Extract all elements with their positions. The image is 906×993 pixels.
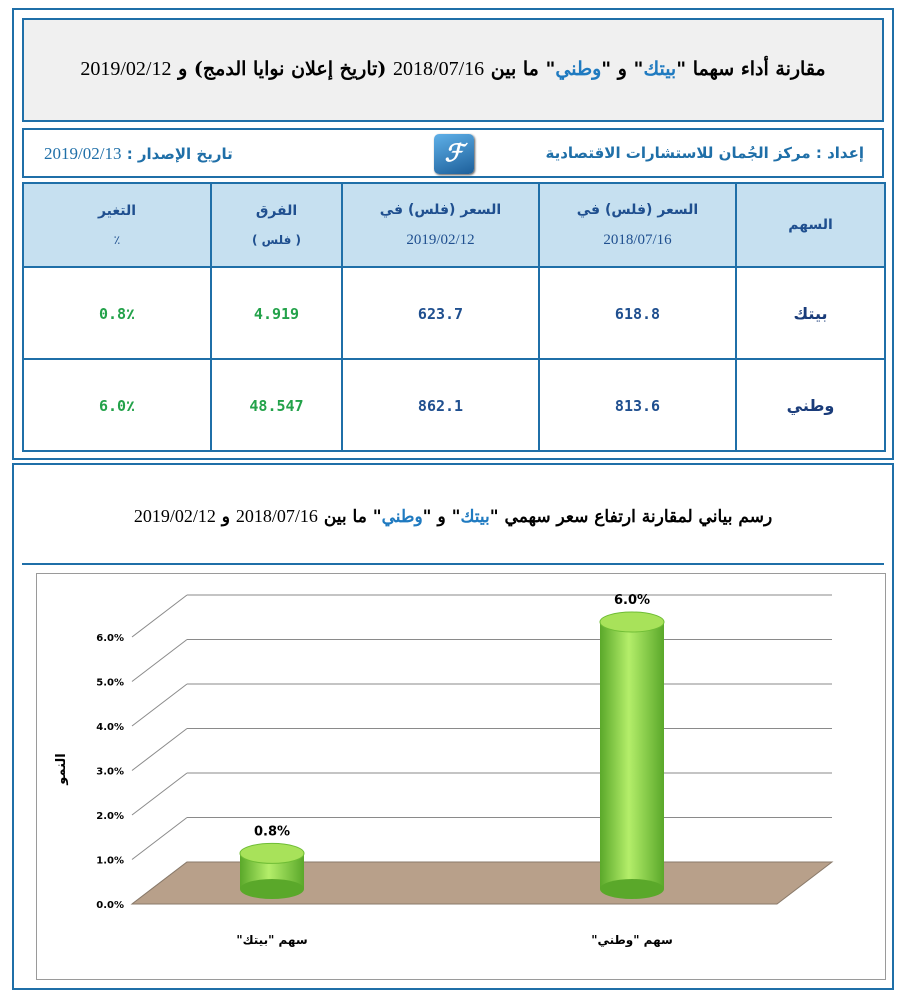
cell-diff: 48.547 xyxy=(210,358,343,452)
bar-base xyxy=(240,879,304,899)
bar-top xyxy=(599,611,665,633)
report-title: مقارنة أداء سهما "بيتك" و "وطني" ما بين … xyxy=(24,58,882,81)
header-price2-date: 2019/02/12 xyxy=(406,231,475,248)
chart-title: رسم بياني لمقارنة ارتفاع سعر سهمي "بيتك"… xyxy=(22,506,884,527)
price2-value: 623.7 xyxy=(417,304,464,323)
price1-value: 813.6 xyxy=(614,396,661,415)
report-title-box: مقارنة أداء سهما "بيتك" و "وطني" ما بين … xyxy=(22,18,884,122)
diff-value: 4.919 xyxy=(253,304,300,323)
price1-value: 618.8 xyxy=(614,304,661,323)
chart-title-stock-betak: بيتك xyxy=(460,507,490,527)
y-tick-label: 1.0% xyxy=(96,856,124,867)
issue-date-label: تاريخ الإصدار : xyxy=(126,145,233,163)
table-row: بيتك 618.8 623.7 4.919 0.8٪ xyxy=(22,266,886,360)
y-tick-label: 4.0% xyxy=(96,722,124,733)
table-row: وطني 813.6 862.1 48.547 6.0٪ xyxy=(22,358,886,452)
gridline-side xyxy=(131,639,188,682)
company-logo-icon: ℱ xyxy=(434,134,474,174)
bar-top xyxy=(239,842,305,864)
chart-title-box: رسم بياني لمقارنة ارتفاع سعر سهمي "بيتك"… xyxy=(22,473,884,565)
cell-price2: 862.1 xyxy=(341,358,540,452)
price-comparison-table: السهم السعر (فلس) في 2018/07/16 السعر (فل… xyxy=(22,182,886,452)
data-label: 6.0% xyxy=(614,593,650,608)
title-text-part: (تاريخ إعلان نوايا الدمج) و xyxy=(178,58,387,80)
y-tick-label: 2.0% xyxy=(96,811,124,822)
cell-stock: وطني xyxy=(735,358,886,452)
header-change-label: التغير xyxy=(97,202,137,219)
title-text-part: " ما بين xyxy=(490,58,556,80)
x-category-label: سهم "وطني" xyxy=(591,933,673,948)
cell-price2: 623.7 xyxy=(341,266,540,360)
chart-title-date-to: 2019/02/12 xyxy=(133,506,216,526)
issue-date-value: 2019/02/13 xyxy=(44,144,122,163)
gridline-side xyxy=(131,594,188,638)
header-price1-label: السعر (فلس) في xyxy=(576,201,699,218)
y-tick-label: 6.0% xyxy=(96,633,124,644)
table-header-row: السهم السعر (فلس) في 2018/07/16 السعر (فل… xyxy=(22,182,886,268)
header-stock: السهم xyxy=(735,182,886,268)
cell-change: 0.8٪ xyxy=(22,266,212,360)
title-stock-watani: وطني xyxy=(555,58,602,80)
comparison-panel: مقارنة أداء سهما "بيتك" و "وطني" ما بين … xyxy=(12,8,894,460)
header-diff-unit: ( فلس ) xyxy=(251,233,302,247)
chart-title-date-from: 2018/07/16 xyxy=(235,506,318,526)
data-label: 0.8% xyxy=(254,824,290,839)
chart-panel: رسم بياني لمقارنة ارتفاع سعر سهمي "بيتك"… xyxy=(12,463,894,990)
cell-price1: 813.6 xyxy=(538,358,737,452)
cell-change: 6.0٪ xyxy=(22,358,212,452)
prepared-by: إعداد : مركز الجُمان للاستشارات الاقتصاد… xyxy=(545,144,864,162)
x-category-label: سهم "بيتك" xyxy=(236,933,307,947)
gridline-side xyxy=(131,683,188,727)
cell-stock: بيتك xyxy=(735,266,886,360)
cell-diff: 4.919 xyxy=(210,266,343,360)
price2-value: 862.1 xyxy=(417,396,464,415)
chart-title-part: رسم بياني لمقارنة ارتفاع سعر سهمي " xyxy=(489,507,773,527)
header-change-unit: ٪ xyxy=(113,232,121,247)
header-price1-date: 2018/07/16 xyxy=(603,231,672,248)
header-diff-label: الفرق xyxy=(255,203,298,219)
y-axis-label: النمو xyxy=(54,753,69,786)
gridline-side xyxy=(131,817,188,860)
header-diff: الفرق ( فلس ) xyxy=(210,182,343,268)
change-value: 6.0٪ xyxy=(98,396,136,415)
change-value: 0.8٪ xyxy=(98,304,136,323)
chart-title-part: و xyxy=(221,507,230,527)
bar-base xyxy=(600,879,664,899)
header-price2: السعر (فلس) في 2019/02/12 xyxy=(341,182,540,268)
issue-date: تاريخ الإصدار : 2019/02/13 xyxy=(44,144,233,164)
header-price1: السعر (فلس) في 2018/07/16 xyxy=(538,182,737,268)
report-info-bar: إعداد : مركز الجُمان للاستشارات الاقتصاد… xyxy=(22,128,884,178)
growth-bar-chart: 0.0% 1.0% 2.0% 3.0% 4.0% 5.0% 6.0% 0.8% 6.0% سه… xyxy=(36,573,886,980)
chart-title-part: " و " xyxy=(422,507,461,527)
chart-floor xyxy=(130,861,834,905)
gridline-side xyxy=(131,728,188,771)
chart-title-stock-watani: وطني xyxy=(381,507,423,527)
bar-body xyxy=(600,622,664,889)
logo-glyph: ℱ xyxy=(444,138,464,167)
title-date-to: 2019/02/12 xyxy=(80,58,172,80)
stock-name: وطني xyxy=(786,395,835,415)
gridline-side xyxy=(131,772,188,816)
title-stock-betak: بيتك xyxy=(643,58,677,80)
y-tick-label: 5.0% xyxy=(96,678,124,689)
header-change: التغير ٪ xyxy=(22,182,212,268)
y-tick-label: 3.0% xyxy=(96,767,124,778)
header-price2-label: السعر (فلس) في xyxy=(379,201,502,218)
prepared-by-name: مركز الجُمان للاستشارات الاقتصادية xyxy=(545,144,811,162)
stock-name: بيتك xyxy=(793,303,828,323)
header-stock-label: السهم xyxy=(788,217,833,233)
chart-canvas: 0.0% 1.0% 2.0% 3.0% 4.0% 5.0% 6.0% 0.8% 6.0% سه… xyxy=(54,593,834,948)
prepared-label: إعداد : xyxy=(815,144,864,162)
title-text-part: " و " xyxy=(601,58,644,80)
chart-title-part: " ما بين xyxy=(323,507,382,527)
diff-value: 48.547 xyxy=(249,396,304,415)
title-text-part: مقارنة أداء سهما " xyxy=(676,58,826,80)
title-date-from: 2018/07/16 xyxy=(393,58,485,80)
cell-price1: 618.8 xyxy=(538,266,737,360)
y-tick-label: 0.0% xyxy=(96,900,124,911)
